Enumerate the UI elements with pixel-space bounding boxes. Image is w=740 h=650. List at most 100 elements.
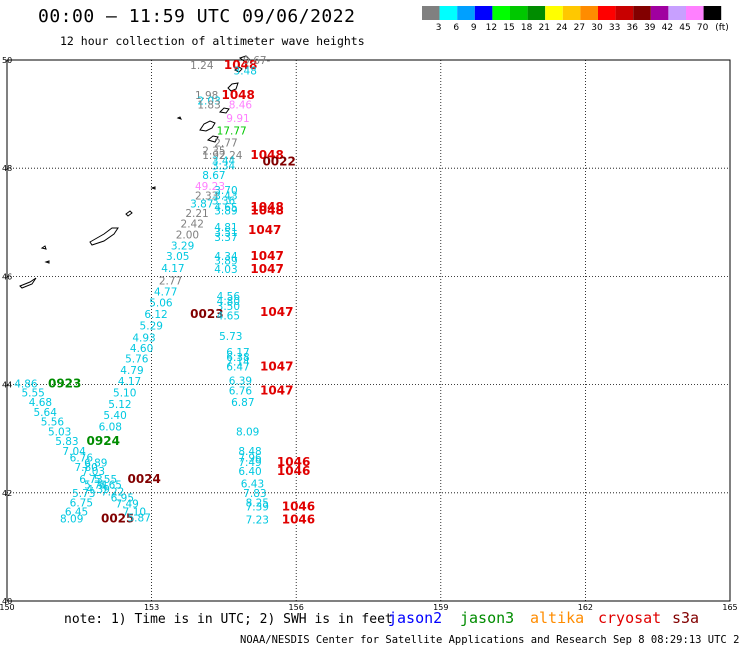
wave-height-label: 5.73 [219,331,242,343]
legend-label: 21 [538,23,549,33]
wave-height-label: 6.17 [226,347,249,359]
satellite-name-jason3: jason3 [460,609,515,627]
wave-height-label: 4.93 [132,332,155,344]
legend-swatch [580,6,598,20]
lon-tick-label: 156 [289,603,304,612]
wave-height-label: 6.75 [70,497,93,509]
color-legend: 3 6 9 12 15 18 21 24 27 30 33 36 39 42 45 70 (ft) [422,6,729,33]
legend-label: 12 [486,23,497,33]
wave-height-label: 5.55 [94,474,117,486]
wave-height-label: 8.46 [229,100,253,112]
wave-height-label: 7.49 [238,457,261,469]
lat-tick-label: 46 [2,272,12,281]
wave-height-label: 5.87 [128,512,151,524]
pass-time-label: 1047 [250,249,283,263]
lon-tick-label: 159 [433,603,448,612]
wave-height-label: 4.68 [29,397,52,409]
credit-line: NOAA/NESDIS Center for Satellite Applica… [240,634,740,646]
wave-height-label: 4.56 [217,291,241,303]
legend-unit: (ft) [715,23,729,33]
pass-time-label: 1048 [224,58,257,72]
island-outline [234,66,243,73]
wave-height-label: 7.83 [243,488,266,500]
wave-height-label: 1.98 [195,90,218,102]
wave-height-label: 8.48 [238,446,261,458]
wave-height-label: 5.40 [103,410,126,422]
wave-height-label: 2.77 [214,138,237,150]
island-outline [218,107,230,114]
wave-height-label: 2.77 [159,276,182,288]
pass-time-label: 1048 [250,200,283,214]
wave-height-label: 7.39 [246,502,269,514]
legend-swatch [703,6,722,20]
wave-height-label: 4.17 [118,376,141,388]
pass-time-label: 1046 [277,455,310,469]
legend-swatch [650,6,669,20]
legend-swatch [615,6,634,20]
legend-label: 27 [574,23,585,33]
wave-height-label: 1.83 [197,100,220,112]
wave-height-label: 2.33 [195,191,218,203]
wave-height-label: 8.25 [246,497,269,509]
wave-height-label: 6.40 [238,466,261,478]
wave-height-label: 4.65 [217,311,240,323]
wave-height-label: 7.14 [226,357,250,369]
wave-height-label: 9.67- [243,55,270,67]
satellite-name-cryosat: cryosat [598,609,662,627]
wave-height-label: 3.51 [214,227,237,239]
wave-height-label: 9.91 [226,113,249,125]
island-outline [238,55,250,62]
wave-height-label: 8.67 [202,170,225,182]
wave-height-label: 2.35 [202,146,225,158]
wave-height-label: 6.47 [226,362,249,374]
legend-label: 30 [591,23,603,33]
wave-height-label: 3.37 [214,232,237,244]
legend-label: 39 [644,23,656,33]
wave-height-label: 6.87 [231,397,254,409]
pass-time-label: 1047 [260,383,293,397]
legend-swatch [562,6,581,20]
wave-height-label: 4.34 [214,251,238,263]
island-outline [176,116,182,120]
wave-height-label: 3.34 [212,160,236,172]
wave-height-label: 17.77 [217,126,247,138]
legend-label: 6 [453,23,459,33]
pass-time-label: 1046 [282,513,315,527]
satellite-name-altika: altika [530,609,585,627]
wave-height-label: 1.92 [202,150,225,162]
lon-tick-label: 162 [578,603,593,612]
island-outline [206,135,219,143]
pass-time-label: 0025 [101,512,134,526]
wave-height-label: 3.87 [190,199,213,211]
wave-height-label: 7.04 [62,446,86,458]
wave-height-label: 6.39 [229,376,252,388]
pass-time-label: 1048 [250,148,283,162]
wave-height-label: 5.76 [125,353,149,365]
wave-height-label: 7.96 [238,452,262,464]
footnote: note: 1) Time is in UTC; 2) SWH is in fe… [64,612,393,627]
pass-time-label: 1047 [260,360,293,374]
legend-swatch [457,6,475,20]
legend-swatch [510,6,528,20]
wave-height-label: 4.17 [161,263,184,275]
wave-height-label: 2.03 [197,95,220,107]
legend-swatch [598,6,616,20]
wave-height-label: 6.76 [229,385,253,397]
wave-height-label: 3.05 [166,251,189,263]
wave-height-label: 2.24 [219,150,243,162]
wave-height-label: 6.12 [144,309,167,321]
legend-label: 24 [556,23,568,33]
legend-swatch [686,6,704,20]
wave-height-label: 4.80 [217,296,240,308]
wave-height-label: 4.65 [214,202,237,214]
legend-swatch [545,6,563,20]
pass-time-label: 1047 [250,262,283,276]
legend-label: 15 [503,23,514,33]
legend-swatch [422,6,440,20]
wave-height-label: 7.80 [74,462,97,474]
wave-height-label: 5.03 [48,426,71,438]
wave-height-label: 6.43 [241,478,264,490]
wave-height-label: 6.45 [65,507,88,519]
